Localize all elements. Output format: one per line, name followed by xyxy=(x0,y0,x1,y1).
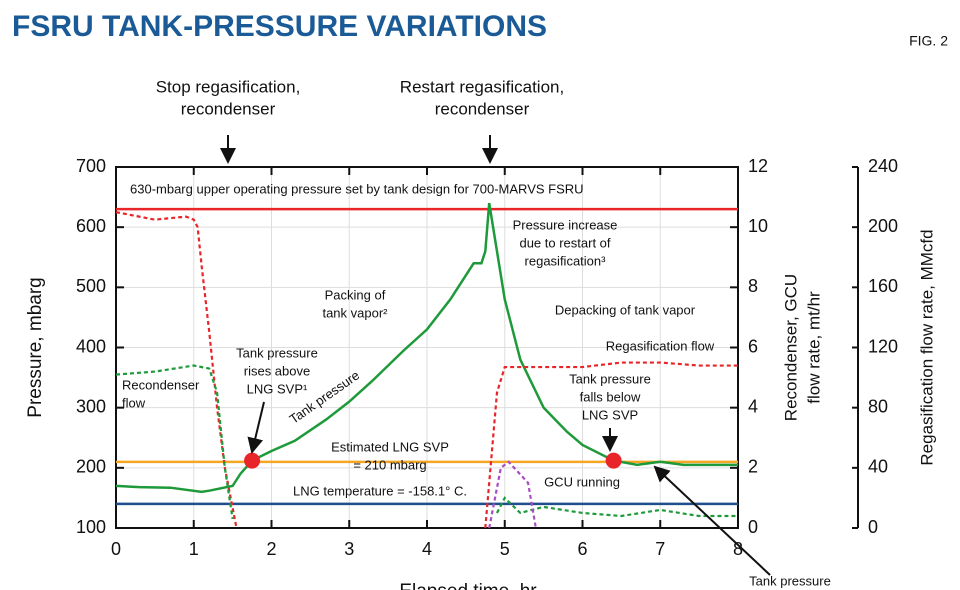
annotation: recondenser xyxy=(435,99,530,118)
x-tick-label: 6 xyxy=(577,539,587,559)
annotation: due to restart of xyxy=(519,235,610,250)
figure-label: FIG. 2 xyxy=(909,33,948,49)
annotation: Tank pressure xyxy=(569,371,651,386)
annotation: Regasification flow xyxy=(606,338,715,353)
y2-axis-title: Recondenser, GCU xyxy=(781,274,800,421)
annotation: falls below xyxy=(580,389,641,404)
y3-tick-label: 240 xyxy=(868,156,898,176)
series-line xyxy=(488,460,537,529)
annotation: Estimated LNG SVP xyxy=(331,439,449,454)
y2-tick-label: 12 xyxy=(748,156,768,176)
y2-tick-label: 6 xyxy=(748,336,758,356)
annotation: Restart regasification, xyxy=(400,77,564,96)
x-tick-label: 0 xyxy=(111,539,121,559)
series-line xyxy=(495,496,738,518)
annotation: = 210 mbarg xyxy=(353,457,426,472)
y2-tick-label: 4 xyxy=(748,396,758,416)
chart-title: FSRU TANK-PRESSURE VARIATIONS xyxy=(12,10,547,43)
annotation: tank vapor² xyxy=(322,305,388,320)
y2-tick-label: 0 xyxy=(748,517,758,537)
y-tick-label: 600 xyxy=(76,216,106,236)
annotation: Recondenser xyxy=(122,377,200,392)
series-line xyxy=(484,361,738,529)
x-tick-label: 2 xyxy=(266,539,276,559)
annotation: Pressure increase xyxy=(513,217,618,232)
x-tick-label: 3 xyxy=(344,539,354,559)
y-tick-label: 700 xyxy=(76,156,106,176)
annotation: Tank pressure xyxy=(749,573,831,588)
y2-tick-label: 10 xyxy=(748,216,768,236)
annotation: 630-mbarg upper operating pressure set b… xyxy=(130,181,584,196)
annotation-arrow xyxy=(247,401,265,454)
x-tick-label: 7 xyxy=(655,539,665,559)
annotation: LNG SVP xyxy=(582,407,638,422)
annotation: GCU running xyxy=(544,474,620,489)
y-tick-label: 100 xyxy=(76,517,106,537)
y2-axis-title: flow rate, mt/hr xyxy=(804,291,823,404)
annotation: recondenser xyxy=(181,99,276,118)
series-line xyxy=(115,364,234,520)
plot-frame xyxy=(115,166,739,529)
annotation: Packing of xyxy=(325,287,386,302)
y3-tick-label: 0 xyxy=(868,517,878,537)
marker xyxy=(605,452,622,469)
series-line xyxy=(115,211,238,529)
annotation: rises above xyxy=(244,363,310,378)
x-tick-label: 8 xyxy=(733,539,743,559)
annotation: Stop regasification, xyxy=(156,77,301,96)
annotation: Depacking of tank vapor xyxy=(555,302,696,317)
y-tick-label: 500 xyxy=(76,276,106,296)
y-tick-label: 300 xyxy=(76,396,106,416)
y3-axis-title: Regasification flow rate, MMcfd xyxy=(917,229,936,465)
annotation: flow xyxy=(122,395,146,410)
annotation: LNG SVP¹ xyxy=(247,381,308,396)
y-axis-title: Pressure, mbarg xyxy=(25,277,46,417)
x-axis-title: Elapsed time, hr xyxy=(399,581,537,590)
annotation: LNG temperature = -158.1° C. xyxy=(293,483,467,498)
y3-tick-label: 40 xyxy=(868,457,888,477)
x-tick-label: 5 xyxy=(500,539,510,559)
annotation: Tank pressure xyxy=(236,345,318,360)
y2-tick-label: 8 xyxy=(748,276,758,296)
y3-tick-label: 160 xyxy=(868,276,898,296)
series-line xyxy=(115,202,738,494)
annotation: regasification³ xyxy=(525,253,607,268)
annotation-arrow xyxy=(653,465,771,576)
y3-tick-label: 120 xyxy=(868,336,898,356)
y-tick-label: 400 xyxy=(76,336,106,356)
y2-tick-label: 2 xyxy=(748,457,758,477)
y3-tick-label: 80 xyxy=(868,396,888,416)
x-tick-label: 1 xyxy=(189,539,199,559)
x-tick-label: 4 xyxy=(422,539,432,559)
y-tick-label: 200 xyxy=(76,457,106,477)
y3-tick-label: 200 xyxy=(868,216,898,236)
marker xyxy=(244,452,261,469)
